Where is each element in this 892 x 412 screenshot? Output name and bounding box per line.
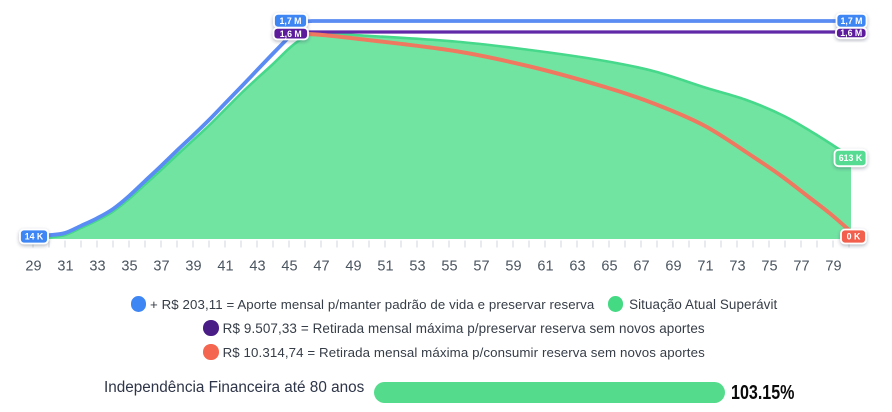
svg-text:57: 57: [473, 259, 489, 275]
svg-text:53: 53: [409, 259, 425, 275]
svg-text:31: 31: [57, 259, 73, 275]
svg-text:0 K: 0 K: [847, 232, 861, 242]
svg-text:51: 51: [377, 259, 393, 275]
svg-text:75: 75: [761, 259, 777, 275]
svg-text:65: 65: [601, 259, 617, 275]
svg-text:63: 63: [569, 259, 585, 275]
svg-text:55: 55: [441, 259, 457, 275]
svg-text:35: 35: [121, 259, 137, 275]
svg-text:39: 39: [185, 259, 201, 275]
svg-text:29: 29: [25, 259, 41, 275]
svg-text:45: 45: [281, 259, 297, 275]
svg-text:1,6 M: 1,6 M: [840, 28, 862, 38]
svg-text:1,6 M: 1,6 M: [280, 29, 302, 39]
svg-text:49: 49: [345, 259, 361, 275]
svg-text:71: 71: [697, 259, 713, 275]
svg-text:79: 79: [825, 259, 841, 275]
svg-text:61: 61: [537, 259, 553, 275]
svg-text:77: 77: [793, 259, 809, 275]
svg-text:69: 69: [665, 259, 681, 275]
svg-text:73: 73: [729, 259, 745, 275]
svg-text:59: 59: [505, 259, 521, 275]
svg-text:41: 41: [217, 259, 233, 275]
svg-text:37: 37: [153, 259, 169, 275]
svg-text:67: 67: [633, 259, 649, 275]
svg-text:1,7 M: 1,7 M: [279, 16, 301, 26]
svg-text:1,7 M: 1,7 M: [840, 16, 862, 26]
svg-text:33: 33: [89, 259, 105, 275]
svg-text:14 K: 14 K: [25, 232, 44, 242]
svg-text:47: 47: [313, 259, 329, 275]
svg-text:613 K: 613 K: [839, 153, 863, 163]
svg-text:43: 43: [249, 259, 265, 275]
